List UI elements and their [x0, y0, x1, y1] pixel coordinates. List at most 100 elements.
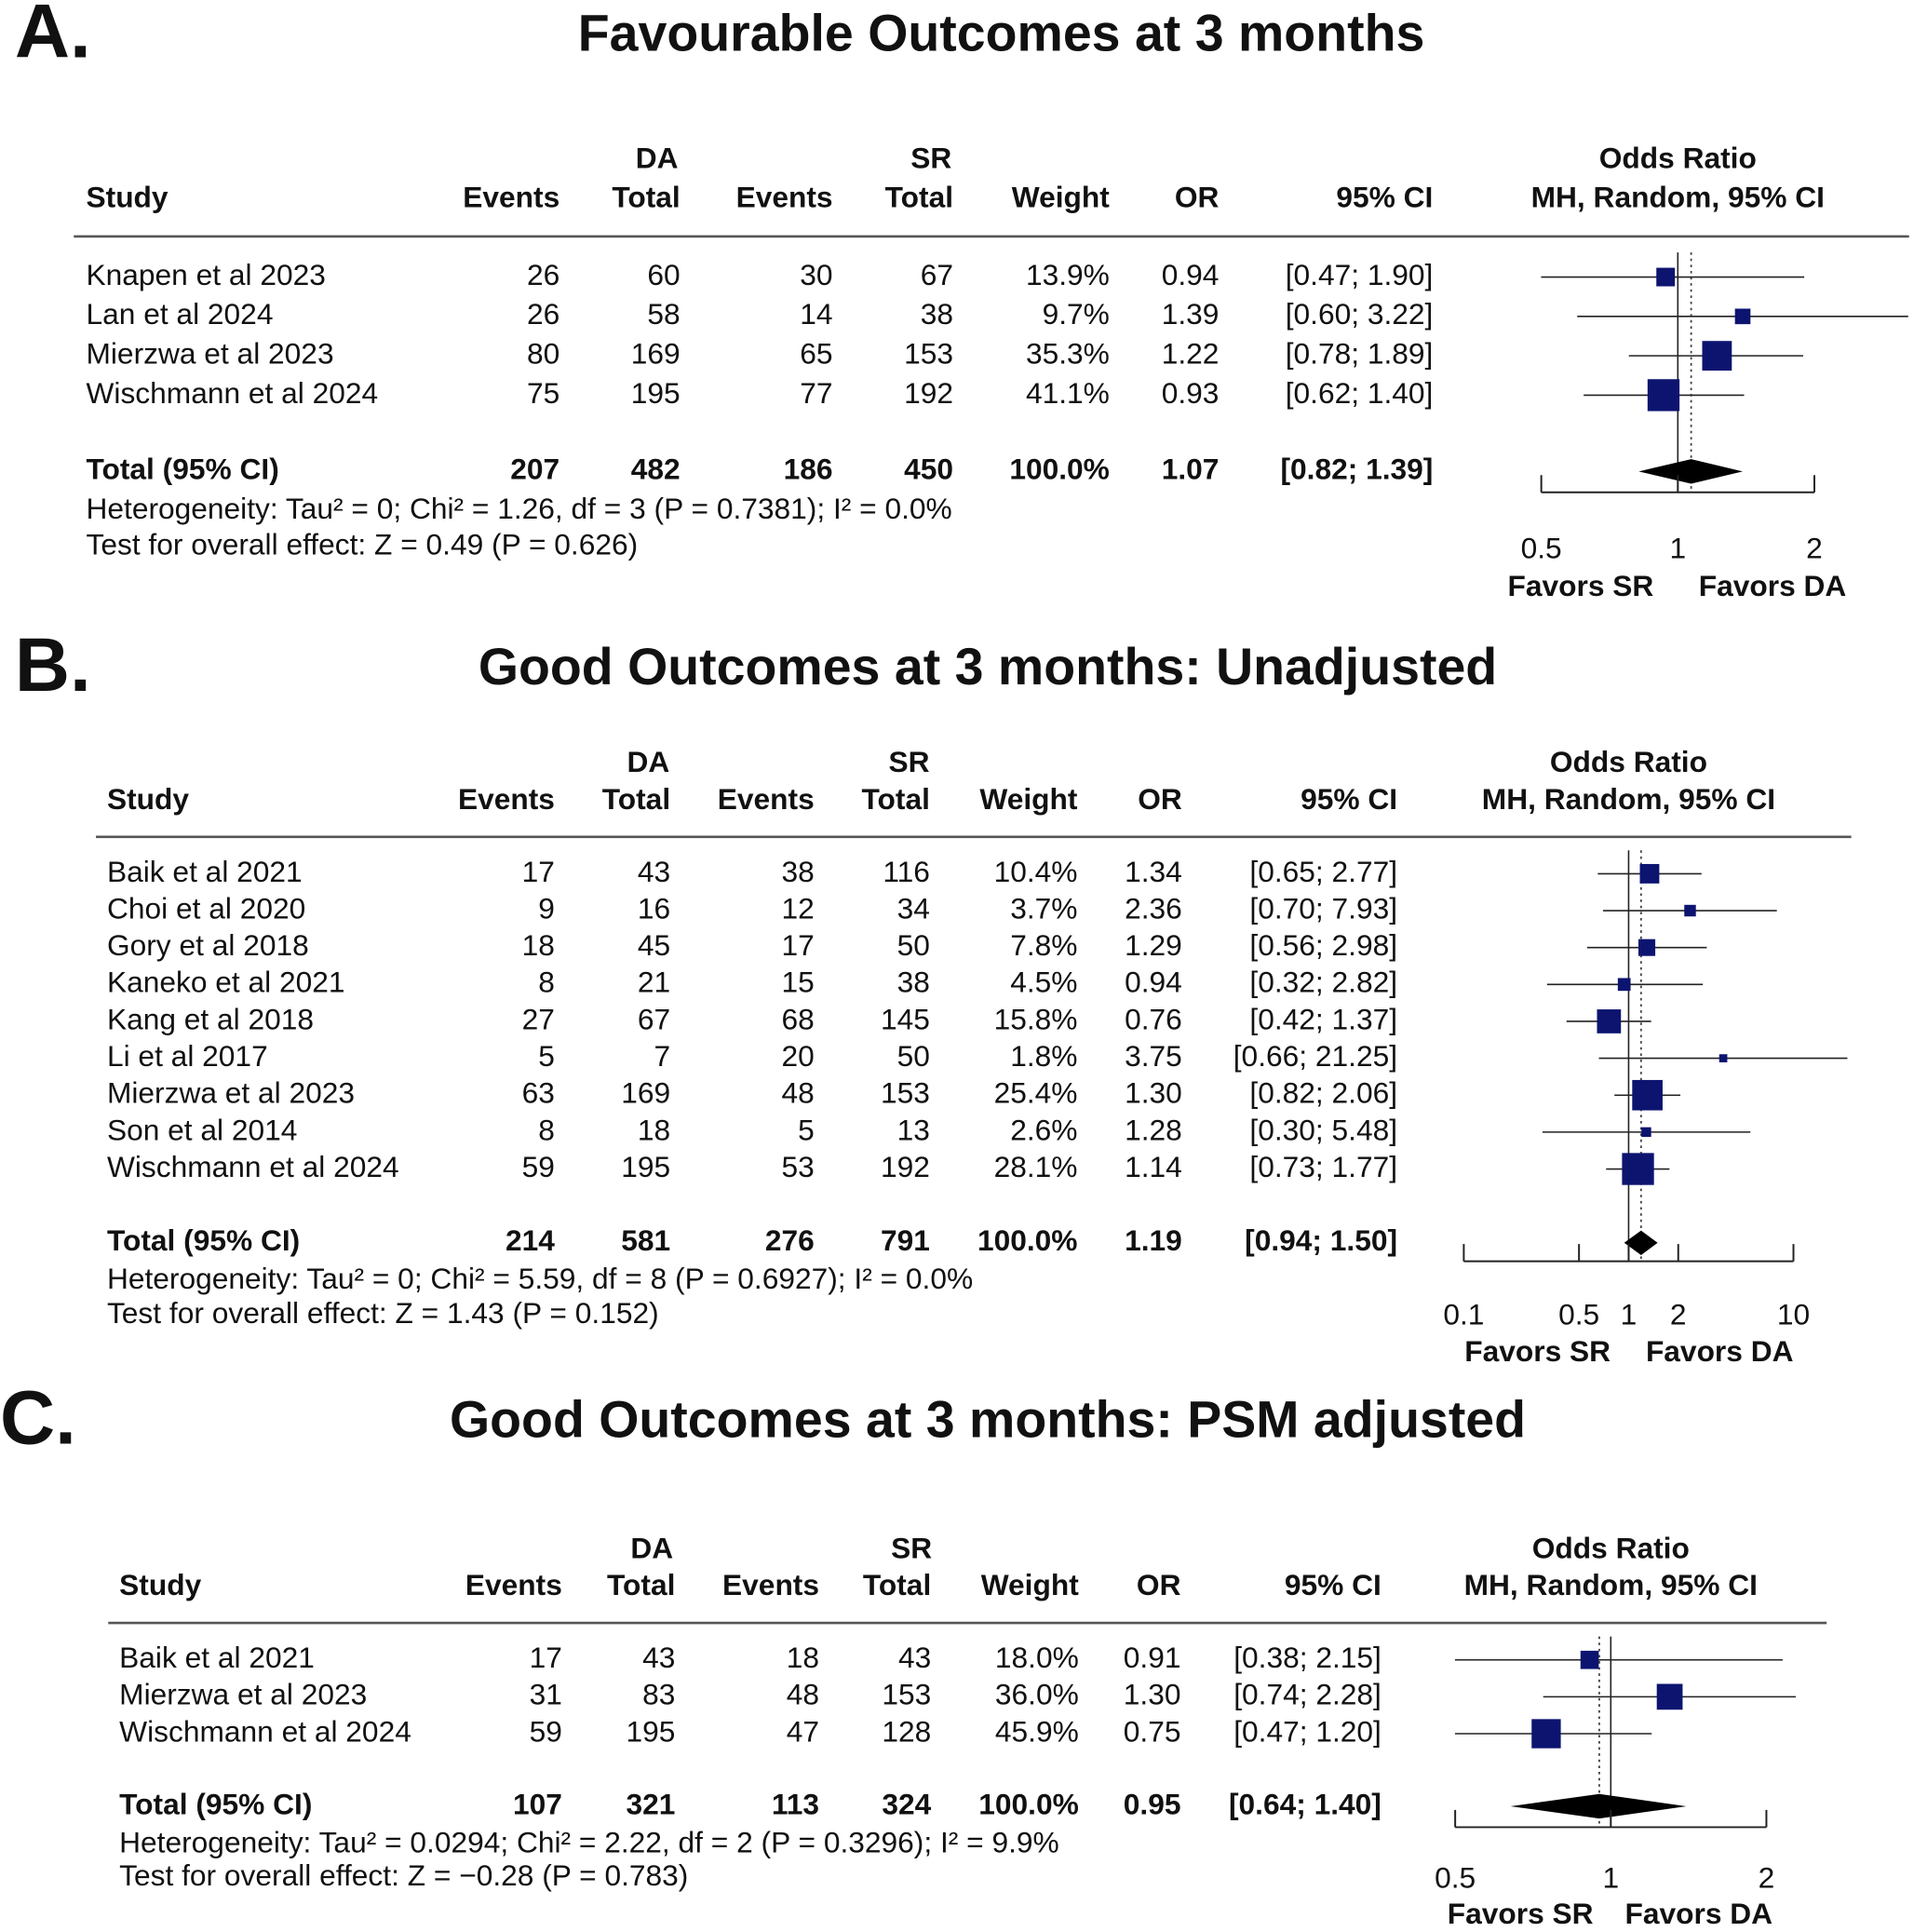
- study-name: Knapen et al 2023: [86, 258, 325, 291]
- plot-header-method: MH, Random, 95% CI: [1482, 782, 1775, 816]
- column-header-study: Study: [119, 1568, 201, 1601]
- table-row: Li et al 2017 5 7 20 50 1.8% 3.75 [0.66; 21.25]: [107, 1039, 1848, 1073]
- cell-da-total: 7: [654, 1039, 670, 1073]
- table-row: Baik et al 2021 17 43 18 43 18.0% 0.91 [0.38; 2…: [119, 1641, 1783, 1674]
- table-row: Choi et al 2020 9 16 12 34 3.7% 2.36 [0.70; 7.9…: [107, 891, 1777, 925]
- cell-ci: [0.56; 2.98]: [1249, 928, 1397, 962]
- study-estimate-box: [1656, 267, 1676, 287]
- total-da-events: 107: [513, 1787, 562, 1820]
- overall-effect-text: Test for overall effect: Z = −0.28 (P = …: [119, 1858, 688, 1892]
- cell-da-total: 67: [638, 1002, 670, 1035]
- cell-weight: 9.7%: [1043, 297, 1110, 331]
- study-name: Mierzwa et al 2023: [107, 1076, 355, 1110]
- column-header: Total: [862, 782, 930, 816]
- cell-da-total: 45: [638, 928, 670, 962]
- cell-weight: 18.0%: [995, 1641, 1079, 1674]
- total-row: Total (95% CI) 107 321 113 324 100.0% 0.95 [0.6…: [119, 1787, 1687, 1820]
- x-tick-label: 10: [1777, 1297, 1810, 1331]
- group-header-sr: SR: [910, 141, 951, 174]
- table-row: Kang et al 2018 27 67 68 145 15.8% 0.76 [0.42; …: [107, 1002, 1651, 1035]
- cell-ci: [0.47; 1.90]: [1286, 258, 1434, 291]
- column-header: Total: [612, 181, 680, 214]
- cell-sr-events: 47: [787, 1714, 819, 1748]
- table-row: Gory et al 2018 18 45 17 50 7.8% 1.29 [0.56; 2.…: [107, 928, 1707, 962]
- table-row: Mierzwa et al 2023 31 83 48 153 36.0% 1.30 [0.7…: [119, 1678, 1797, 1711]
- total-sr-total: 450: [904, 453, 953, 486]
- pooled-diamond: [1624, 1230, 1658, 1256]
- table-row: Lan et al 2024 26 58 14 38 9.7% 1.39 [0.60; 3.2…: [86, 297, 1908, 331]
- table-row: Knapen et al 2023 26 60 30 67 13.9% 0.94 [0.47;…: [86, 258, 1805, 291]
- cell-da-total: 195: [621, 1150, 670, 1183]
- cell-ci: [0.78; 1.89]: [1286, 336, 1434, 370]
- cell-ci: [0.65; 2.77]: [1249, 855, 1397, 888]
- cell-da-events: 80: [527, 336, 559, 370]
- table-row: Wischmann et al 2024 59 195 47 128 45.9% 0.75 […: [119, 1714, 1652, 1749]
- x-tick-label: 0.5: [1558, 1297, 1599, 1331]
- panel-title: Good Outcomes at 3 months: Unadjusted: [478, 638, 1497, 696]
- panel-title: Good Outcomes at 3 months: PSM adjusted: [450, 1391, 1526, 1449]
- study-estimate-box: [1638, 939, 1656, 956]
- favors-right-label: Favors DA: [1624, 1897, 1772, 1930]
- group-header-da: DA: [627, 745, 669, 778]
- cell-sr-events: 68: [781, 1002, 814, 1035]
- cell-ci: [0.74; 2.28]: [1233, 1678, 1382, 1711]
- overall-effect-text: Test for overall effect: Z = 1.43 (P = 0…: [107, 1296, 659, 1330]
- favors-left-label: Favors SR: [1508, 569, 1654, 602]
- total-da-total: 581: [621, 1223, 670, 1257]
- panel-label: A.: [15, 0, 91, 74]
- cell-da-events: 27: [522, 1002, 555, 1035]
- plot-header-method: MH, Random, 95% CI: [1464, 1568, 1758, 1601]
- cell-da-events: 8: [538, 966, 555, 999]
- cell-or: 0.76: [1125, 1002, 1182, 1035]
- cell-sr-total: 50: [897, 928, 930, 962]
- cell-weight: 25.4%: [994, 1076, 1078, 1110]
- cell-or: 2.36: [1125, 891, 1182, 925]
- cell-sr-total: 38: [897, 966, 930, 999]
- cell-sr-total: 153: [882, 1678, 931, 1711]
- favors-right-label: Favors DA: [1646, 1334, 1794, 1368]
- cell-sr-total: 145: [881, 1002, 930, 1035]
- cell-da-total: 43: [642, 1641, 675, 1674]
- cell-or: 1.22: [1162, 336, 1220, 370]
- cell-da-total: 18: [638, 1113, 670, 1146]
- column-header: Events: [722, 1568, 819, 1601]
- cell-or: 3.75: [1125, 1039, 1182, 1073]
- forest-panel-b: B. Good Outcomes at 3 months: Unadjusted D…: [15, 623, 1852, 1368]
- plot-header-odds-ratio: Odds Ratio: [1532, 1532, 1690, 1565]
- cell-da-events: 59: [530, 1714, 562, 1748]
- study-estimate-box: [1580, 1650, 1599, 1669]
- study-estimate-box: [1734, 308, 1751, 325]
- study-estimate-box: [1647, 379, 1680, 412]
- cell-weight: 7.8%: [1010, 928, 1077, 962]
- cell-sr-events: 5: [798, 1113, 815, 1146]
- column-header: Total: [885, 181, 953, 214]
- favors-right-label: Favors DA: [1699, 569, 1847, 602]
- cell-sr-events: 15: [781, 966, 814, 999]
- study-estimate-box: [1632, 1079, 1663, 1111]
- total-sr-total: 324: [882, 1787, 931, 1820]
- study-name: Lan et al 2024: [86, 297, 273, 331]
- cell-sr-total: 192: [881, 1150, 930, 1183]
- panel-label: C.: [0, 1376, 76, 1461]
- cell-weight: 36.0%: [995, 1678, 1079, 1711]
- cell-or: 1.14: [1125, 1150, 1182, 1183]
- total-da-events: 214: [505, 1223, 555, 1257]
- total-row: Total (95% CI) 207 482 186 450 100.0% 1.07 [0.8…: [86, 453, 1743, 486]
- heterogeneity-text: Heterogeneity: Tau² = 0.0294; Chi² = 2.2…: [119, 1825, 1059, 1858]
- total-da-total: 321: [627, 1787, 676, 1820]
- cell-or: 1.39: [1162, 297, 1220, 331]
- study-name: Wischmann et al 2024: [119, 1714, 411, 1748]
- cell-da-total: 169: [621, 1076, 670, 1110]
- x-tick-label: 2: [1806, 531, 1823, 564]
- cell-weight: 35.3%: [1026, 336, 1110, 370]
- plot-header-method: MH, Random, 95% CI: [1531, 181, 1825, 214]
- cell-ci: [0.47; 1.20]: [1233, 1714, 1382, 1748]
- cell-weight: 15.8%: [994, 1002, 1078, 1035]
- total-weight: 100.0%: [977, 1223, 1078, 1257]
- x-tick-label: 0.5: [1435, 1861, 1476, 1895]
- column-header: Events: [718, 782, 815, 816]
- total-label: Total (95% CI): [107, 1223, 300, 1257]
- total-label: Total (95% CI): [119, 1787, 312, 1820]
- cell-da-events: 18: [522, 928, 555, 962]
- column-header: OR: [1175, 181, 1220, 214]
